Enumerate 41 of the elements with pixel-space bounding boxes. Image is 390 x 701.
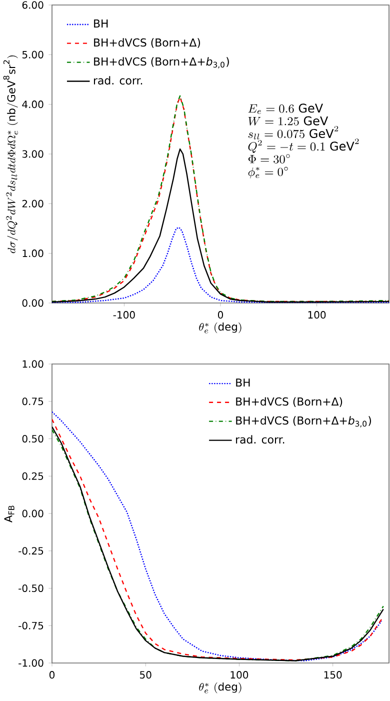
legend-label: BH+dVCS (Born+Δ+b$_{3,0}$) [94,57,229,68]
y-tick-label: 0.50 [22,434,44,443]
annotation: $Q^2 = -t = 0.1\ \mathrm{GeV}^2$ [248,138,359,153]
y-tick-label: 1.00 [22,360,44,368]
annotation: $E_e = 0.6\ \mathrm{GeV}$ [248,104,323,114]
annotation: $W = 1.25\ \mathrm{GeV}$ [248,116,328,126]
legend-label: BH [236,378,250,387]
legend-label: rad. corr. [236,435,284,444]
y-tick-label: 2.00 [22,200,44,208]
legend-label: BH+dVCS (Born+Δ) [94,38,200,48]
y-tick-label: -0.75 [18,622,44,630]
y-tick-label: 3.00 [22,150,44,158]
y-tick-label: -0.25 [18,547,44,555]
legend-label: rad. corr. [94,76,142,85]
y-tick-label: 0.00 [22,299,44,307]
annotation: $\Phi = 30^\circ$ [248,154,290,164]
y-tick-label: 4.00 [22,100,44,108]
y-tick-label: 0.75 [22,398,44,406]
x-tick-label: -100 [113,311,135,319]
legend-label: BH [94,20,108,28]
y-tick-label: 5.00 [22,50,44,58]
y-tick-label: 1.00 [22,250,44,258]
x-tick-label: 100 [230,671,248,679]
y-axis-title: A$_{FB}$ [4,506,14,522]
y-tick-label: 0.00 [22,510,44,518]
legend-label: BH+dVCS (Born+Δ+b$_{3,0}$) [236,416,372,428]
x-tick-label: 0 [218,311,224,319]
y-tick-label: 6.00 [22,1,44,9]
x-tick-label: 150 [324,671,342,679]
x-tick-label: 100 [308,311,326,319]
x-axis-title: $\theta_e^*\ (\mathrm{deg})$ [199,322,242,334]
annotation: $s_{ll} = 0.075\ \mathrm{GeV}^2$ [248,126,338,140]
annotation: $\phi_e^* = 0^\circ$ [248,166,288,178]
y-axis-title: $d\sigma/dQ^2dW^2ds_{ll}dtd\Phi d\Omega_e^*\ (\mathrm{nb/GeV^8sr^2})$ [3,56,18,254]
x-axis-title: $\theta_e^*\ (\mathrm{deg})$ [199,682,242,694]
y-tick-label: -0.50 [18,584,44,592]
x-tick-label: 0 [49,671,55,679]
legend-label: BH+dVCS (Born+Δ) [236,397,342,407]
x-tick-label: 50 [140,671,152,679]
y-tick-label: 0.25 [22,472,44,480]
y-tick-label: -1.00 [18,659,44,667]
